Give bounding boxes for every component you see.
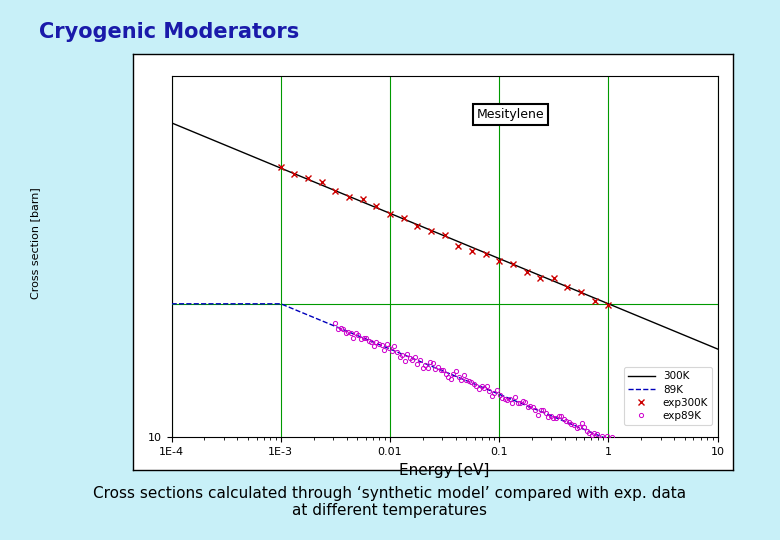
exp300K xyxy=(454,242,463,249)
exp89K xyxy=(531,407,541,413)
exp300K xyxy=(372,203,381,210)
Text: Mesitylene: Mesitylene xyxy=(477,108,544,121)
89K xyxy=(697,475,707,481)
300K xyxy=(167,120,176,126)
exp89K xyxy=(456,376,466,383)
89K xyxy=(697,475,706,481)
exp300K xyxy=(399,215,409,221)
300K xyxy=(697,339,706,346)
exp300K xyxy=(522,268,531,275)
89K xyxy=(418,359,427,366)
Text: Cross section [barn]: Cross section [barn] xyxy=(30,187,40,299)
exp300K xyxy=(426,228,435,234)
exp300K xyxy=(480,251,490,257)
exp300K xyxy=(303,175,313,181)
exp300K xyxy=(467,247,477,254)
exp300K xyxy=(549,275,558,282)
300K xyxy=(418,224,427,230)
exp89K xyxy=(713,485,722,492)
exp300K xyxy=(413,222,422,229)
exp300K xyxy=(562,284,572,291)
exp89K xyxy=(546,413,555,420)
exp300K xyxy=(358,196,367,202)
exp300K xyxy=(590,298,599,304)
300K xyxy=(597,298,606,304)
300K xyxy=(432,230,441,236)
exp300K xyxy=(495,258,504,264)
exp300K xyxy=(604,302,613,308)
300K xyxy=(697,339,707,346)
exp89K xyxy=(331,319,340,326)
Line: 89K: 89K xyxy=(172,304,718,485)
Line: exp89K: exp89K xyxy=(333,321,720,490)
Legend: 300K, 89K, exp300K, exp89K: 300K, 89K, exp300K, exp89K xyxy=(624,367,712,425)
Line: exp300K: exp300K xyxy=(278,164,612,308)
exp89K xyxy=(595,436,604,443)
exp300K xyxy=(317,179,326,185)
exp300K xyxy=(440,232,449,239)
X-axis label: Energy [eV]: Energy [eV] xyxy=(399,463,490,478)
exp300K xyxy=(276,164,285,171)
exp300K xyxy=(385,211,395,218)
89K xyxy=(195,301,204,307)
exp300K xyxy=(509,260,518,267)
Text: Cross sections calculated through ‘synthetic model’ compared with exp. data
at d: Cross sections calculated through ‘synth… xyxy=(94,486,686,518)
exp300K xyxy=(535,275,544,282)
89K xyxy=(713,482,722,488)
300K xyxy=(195,131,204,138)
exp300K xyxy=(345,194,354,200)
Line: 300K: 300K xyxy=(172,123,718,349)
Text: Cryogenic Moderators: Cryogenic Moderators xyxy=(39,22,300,42)
exp89K xyxy=(646,454,655,460)
89K xyxy=(167,301,176,307)
exp300K xyxy=(331,188,340,194)
exp300K xyxy=(576,289,586,295)
300K xyxy=(713,346,722,352)
exp89K xyxy=(482,383,491,389)
89K xyxy=(432,365,441,372)
89K xyxy=(597,434,606,440)
exp300K xyxy=(290,171,300,177)
